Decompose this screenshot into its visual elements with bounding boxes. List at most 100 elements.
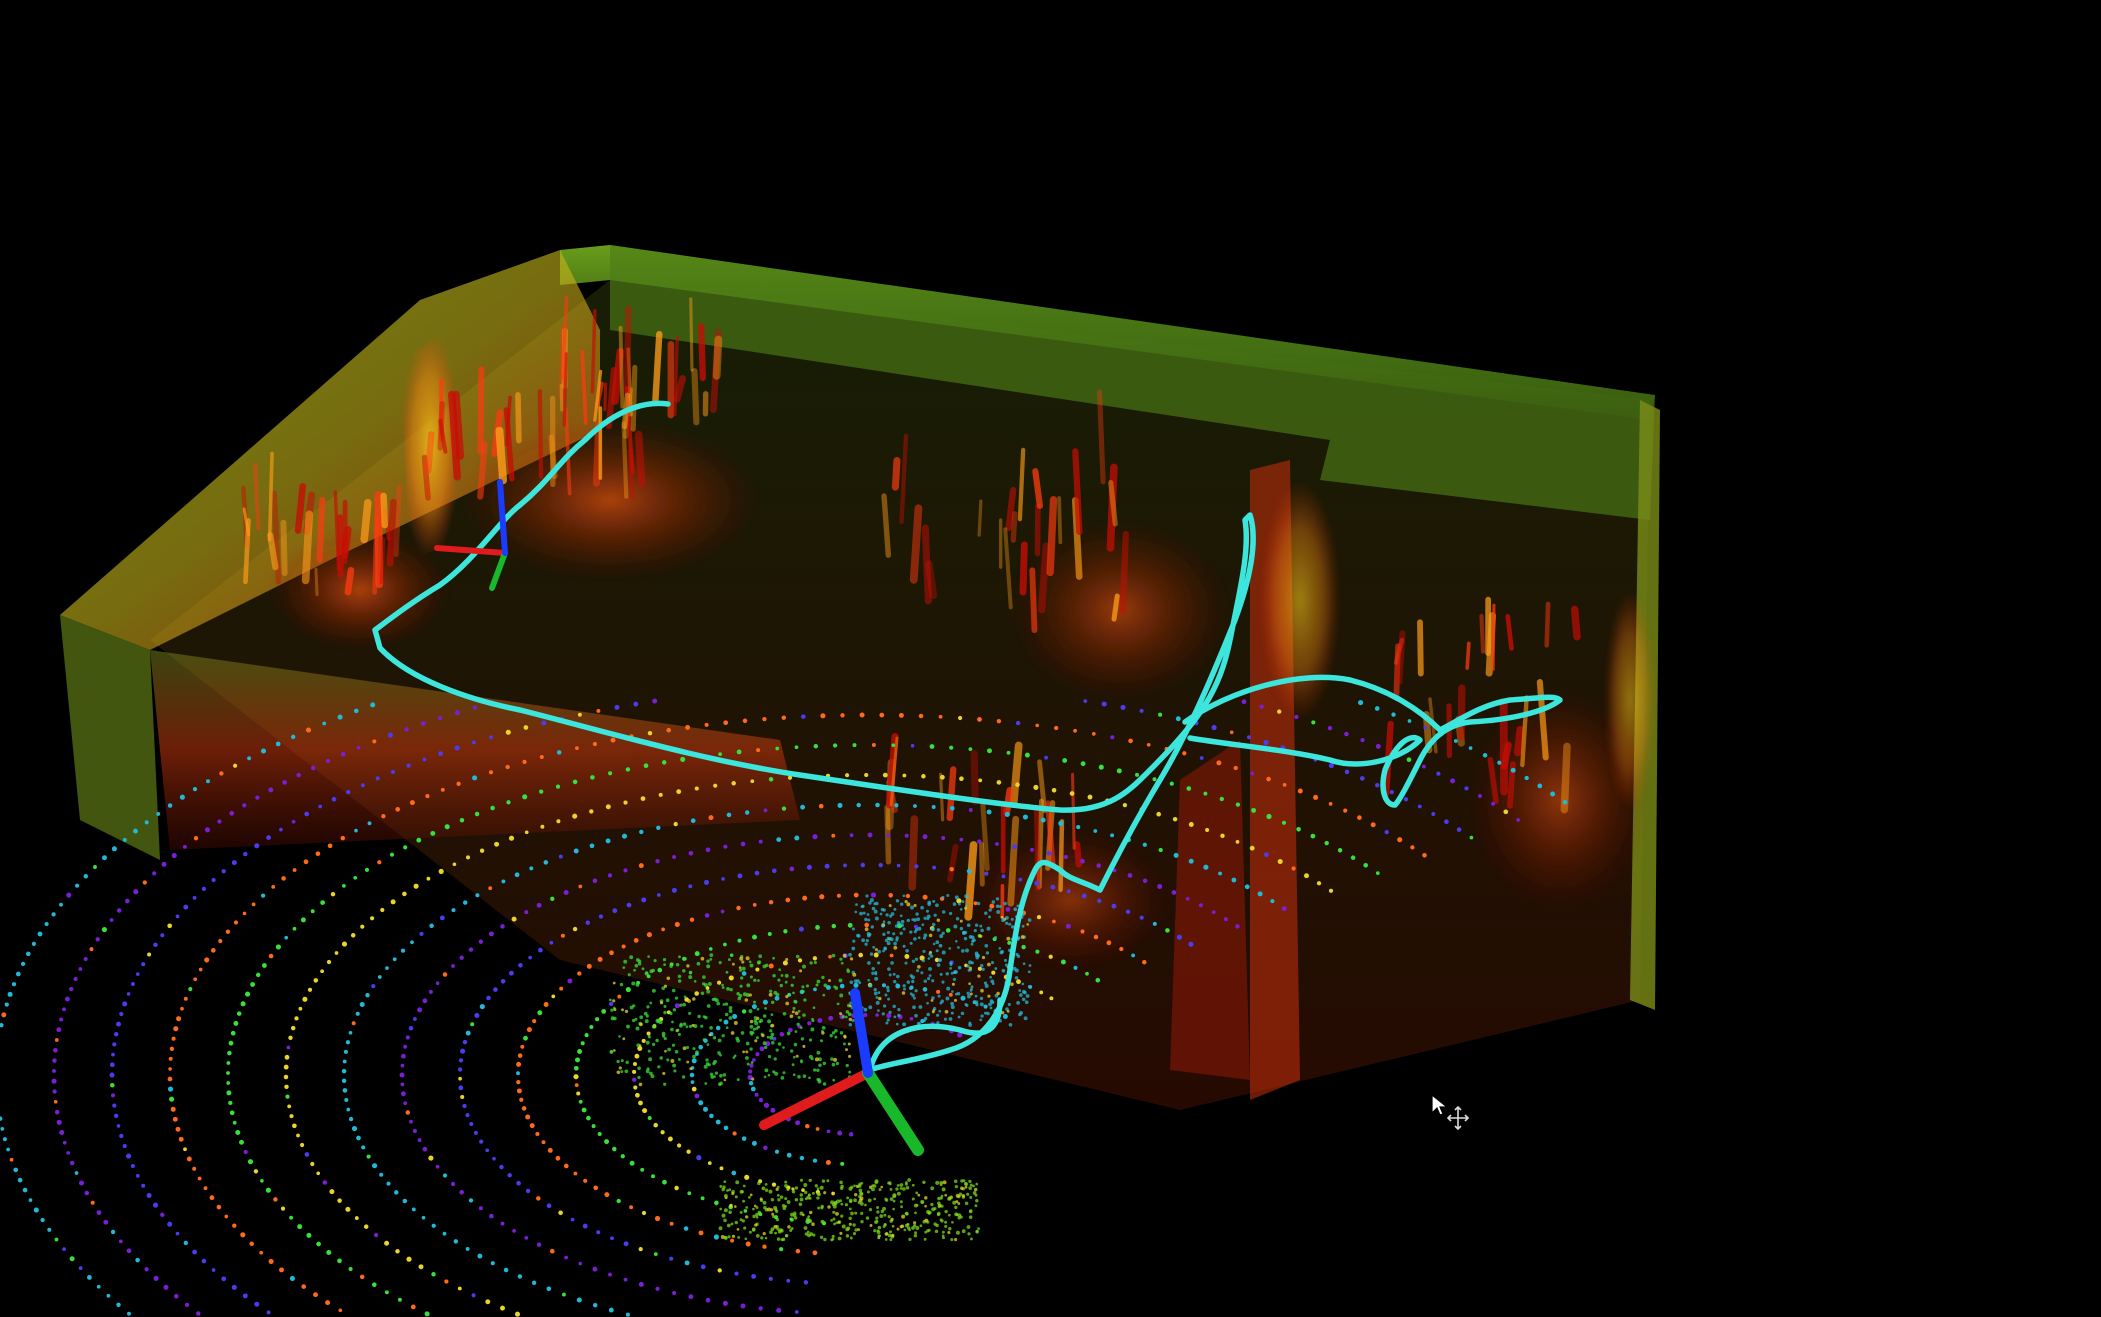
scan-point bbox=[839, 1031, 844, 1035]
scan-point bbox=[902, 944, 906, 948]
scan-point bbox=[153, 942, 158, 948]
scan-point bbox=[678, 955, 681, 959]
scan-point bbox=[790, 983, 794, 987]
scan-point bbox=[289, 1275, 295, 1281]
scan-point bbox=[9, 1157, 14, 1162]
scan-point bbox=[955, 1193, 960, 1198]
scan-point bbox=[931, 922, 936, 927]
scan-point bbox=[974, 994, 978, 998]
scan-point bbox=[823, 983, 828, 988]
scan-point bbox=[764, 1007, 767, 1010]
scan-point bbox=[485, 1299, 491, 1305]
scan-point bbox=[226, 1090, 232, 1096]
scan-point bbox=[113, 1031, 119, 1037]
scan-point bbox=[471, 740, 476, 745]
scan-point bbox=[840, 1202, 844, 1206]
scan-point bbox=[346, 1107, 351, 1112]
scan-point bbox=[608, 1001, 614, 1007]
scan-point bbox=[902, 894, 906, 898]
scan-point bbox=[995, 897, 1000, 901]
scan-point bbox=[539, 789, 544, 794]
scan-point bbox=[573, 848, 579, 854]
scan-point bbox=[201, 886, 206, 891]
scan-point bbox=[906, 980, 911, 984]
scan-point bbox=[769, 989, 773, 993]
scan-point bbox=[741, 971, 747, 976]
scan-point bbox=[938, 714, 943, 719]
scan-point bbox=[986, 1011, 990, 1016]
furniture-stroke bbox=[623, 305, 632, 396]
furniture-stroke bbox=[379, 537, 386, 585]
scan-point bbox=[395, 806, 401, 812]
furniture-stroke bbox=[1045, 800, 1056, 870]
scan-point bbox=[73, 976, 78, 982]
scan-point bbox=[325, 758, 331, 764]
scan-point bbox=[229, 1110, 235, 1116]
scan-point bbox=[1054, 725, 1059, 731]
scan-point bbox=[912, 996, 916, 1000]
scan-point bbox=[848, 1070, 852, 1074]
scan-point bbox=[777, 978, 781, 982]
scan-point bbox=[224, 1214, 229, 1219]
scan-point bbox=[597, 1131, 602, 1137]
scan-point bbox=[141, 962, 146, 967]
scan-point bbox=[516, 1061, 522, 1067]
scan-point bbox=[860, 1220, 864, 1224]
scan-point bbox=[752, 1058, 756, 1062]
scan-point bbox=[751, 1228, 756, 1232]
scan-point bbox=[629, 1160, 635, 1166]
scan-point bbox=[567, 978, 573, 984]
scan-point bbox=[913, 1223, 917, 1228]
scan-point bbox=[31, 941, 36, 946]
scan-point bbox=[784, 1197, 788, 1201]
scan-point bbox=[499, 1164, 504, 1170]
scan-point bbox=[705, 1058, 709, 1062]
scan-point bbox=[852, 1232, 857, 1236]
scan-point bbox=[1296, 827, 1301, 832]
scan-point bbox=[914, 1231, 918, 1235]
scan-point bbox=[356, 1135, 361, 1141]
scan-point bbox=[325, 1300, 331, 1306]
scan-point bbox=[995, 904, 1000, 908]
scan-point bbox=[260, 748, 267, 754]
scan-point bbox=[806, 864, 812, 870]
scan-point bbox=[581, 1107, 587, 1113]
scan-point bbox=[1478, 794, 1482, 798]
scan-point bbox=[643, 1011, 648, 1016]
scan-point bbox=[1021, 982, 1025, 986]
scan-point bbox=[734, 1195, 738, 1199]
scan-point bbox=[645, 1040, 650, 1045]
scan-point bbox=[1095, 977, 1101, 983]
scan-point bbox=[674, 1185, 679, 1191]
scan-point bbox=[885, 985, 890, 990]
scan-point bbox=[15, 971, 21, 977]
scan-point bbox=[877, 949, 882, 954]
scan-point bbox=[400, 1082, 405, 1087]
scan-point bbox=[101, 927, 107, 933]
scan-point bbox=[547, 1147, 553, 1153]
scan-point bbox=[514, 872, 520, 878]
scan-point bbox=[791, 1187, 795, 1191]
scan-point bbox=[723, 720, 729, 726]
scan-point bbox=[767, 1019, 772, 1024]
scan-point bbox=[689, 917, 695, 922]
scan-point bbox=[254, 843, 260, 849]
scan-point bbox=[669, 1011, 673, 1016]
scan-point bbox=[592, 878, 598, 884]
scan-point bbox=[839, 957, 843, 961]
scan-point bbox=[687, 999, 691, 1003]
scan-point bbox=[458, 1058, 464, 1063]
scan-point bbox=[828, 1015, 834, 1021]
scan-point bbox=[763, 1206, 767, 1210]
scan-point bbox=[192, 786, 198, 792]
scan-point bbox=[310, 909, 315, 914]
scan-point bbox=[900, 919, 905, 924]
scan-point bbox=[827, 1205, 831, 1209]
scan-point bbox=[931, 805, 936, 809]
scan-point bbox=[984, 943, 989, 948]
scan-point bbox=[516, 1079, 521, 1085]
scan-point bbox=[1537, 783, 1543, 789]
scan-point bbox=[938, 1009, 942, 1013]
